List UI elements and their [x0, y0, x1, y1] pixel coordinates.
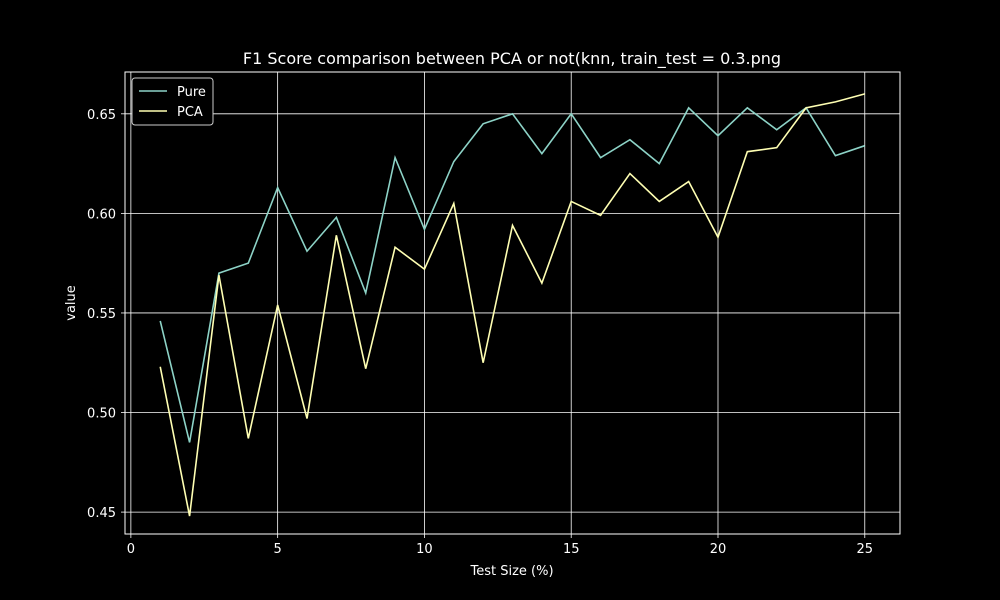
x-tick-label: 15 [563, 542, 580, 557]
y-tick-label: 0.60 [87, 207, 116, 222]
x-tick-label: 0 [127, 542, 135, 557]
y-tick-label: 0.45 [87, 506, 116, 521]
y-tick-label: 0.65 [87, 108, 116, 123]
x-tick-label: 25 [856, 542, 873, 557]
plot-frame [124, 71, 901, 535]
series-layer [159, 93, 866, 517]
x-tick-label: 20 [710, 542, 727, 557]
y-axis-label: value [64, 285, 79, 321]
legend-label-pca: PCA [177, 105, 203, 120]
y-tick-label: 0.55 [87, 307, 116, 322]
chart-title: F1 Score comparison between PCA or not(k… [243, 49, 781, 69]
series-line-pure [159, 106, 866, 443]
x-tick-label: 10 [416, 542, 433, 557]
grid [125, 72, 900, 534]
series-line-pca [159, 93, 865, 517]
legend: Pure PCA [131, 77, 214, 126]
x-axis-label: Test Size (%) [469, 564, 553, 579]
y-tick-label: 0.50 [87, 407, 116, 422]
x-tick-label: 5 [274, 542, 282, 557]
ticks: 0 5 10 15 20 25 0.45 0.50 0.55 0.60 0.65 [87, 108, 873, 557]
legend-box [131, 77, 214, 126]
legend-label-pure: Pure [177, 85, 206, 100]
